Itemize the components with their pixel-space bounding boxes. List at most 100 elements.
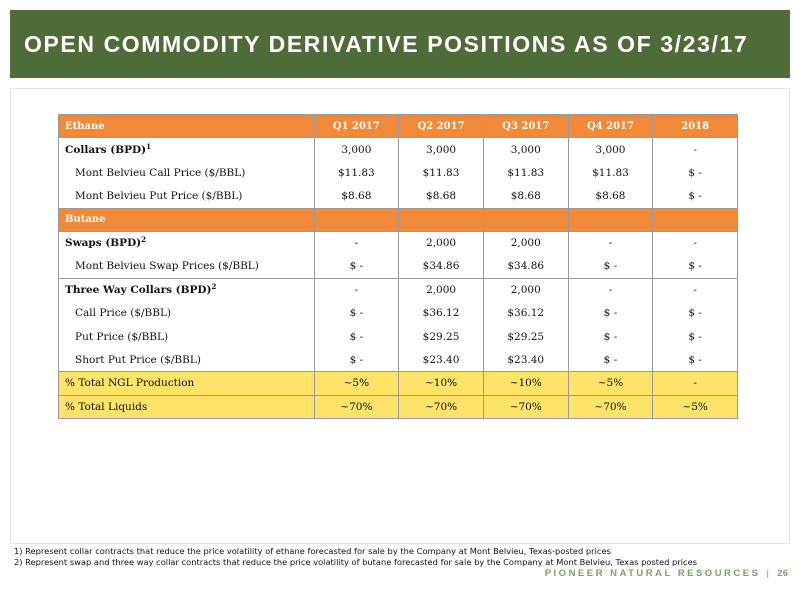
title-bar: OPEN COMMODITY DERIVATIVE POSITIONS AS O…: [10, 10, 790, 78]
table-cell: -: [567, 230, 654, 255]
table-cell: -: [567, 277, 654, 302]
page-number: 26: [777, 568, 788, 579]
table-cell: $8.68: [398, 184, 484, 209]
table-row: Swaps (BPD)2 - 2,000 2,000 - -: [58, 230, 738, 255]
table-cell: [398, 207, 484, 232]
footer: PIONEER NATURAL RESOURCES | 26: [545, 568, 788, 579]
table-cell: $ -: [567, 254, 654, 279]
table-cell: $ -: [313, 348, 400, 373]
table-cell: [482, 207, 569, 232]
table-cell: -: [313, 230, 400, 255]
table-cell: ~10%: [482, 371, 569, 396]
table-cell: $ -: [652, 184, 738, 209]
table-row: Three Way Collars (BPD)2 - 2,000 2,000 -…: [58, 277, 738, 302]
table-cell: $34.86: [482, 254, 569, 279]
table-cell: $23.40: [398, 348, 484, 373]
table-cell: $ -: [567, 325, 654, 349]
footnote-2: 2) Represent swap and three way collar c…: [14, 557, 698, 567]
table-cell: [652, 207, 738, 232]
table-cell: $29.25: [482, 325, 569, 349]
row-label: Mont Belvieu Call Price ($/BBL): [58, 161, 315, 185]
table-cell: 2,000: [482, 277, 569, 302]
header-cell: Q3 2017: [482, 113, 569, 139]
header-cell: 2018: [652, 113, 738, 139]
content-frame: [10, 88, 790, 544]
table-cell: $ -: [567, 348, 654, 373]
table-row: % Total NGL Production ~5% ~10% ~10% ~5%…: [58, 371, 738, 396]
header-cell: Q1 2017: [313, 113, 400, 139]
row-label: Put Price ($/BBL): [58, 325, 315, 349]
table-cell: [567, 207, 654, 232]
table-cell: 3,000: [482, 137, 569, 162]
section-label: Butane: [58, 207, 315, 232]
footer-separator: |: [766, 568, 772, 579]
table-cell: 2,000: [482, 230, 569, 255]
row-label: Mont Belvieu Put Price ($/BBL): [58, 184, 315, 209]
page-title: OPEN COMMODITY DERIVATIVE POSITIONS AS O…: [24, 30, 749, 57]
derivative-positions-table: Ethane Q1 2017 Q2 2017 Q3 2017 Q4 2017 2…: [58, 113, 738, 420]
row-label: Three Way Collars (BPD)2: [58, 277, 315, 302]
table-cell: [313, 207, 400, 232]
table-cell: 3,000: [398, 137, 484, 162]
table-row: Call Price ($/BBL) $ - $36.12 $36.12 $ -…: [58, 301, 738, 326]
table-cell: -: [652, 137, 738, 162]
row-label: Short Put Price ($/BBL): [58, 348, 315, 373]
row-label: % Total Liquids: [58, 394, 315, 420]
table-cell: $34.86: [398, 254, 484, 279]
footnote-1: 1) Represent collar contracts that reduc…: [14, 546, 611, 556]
row-label: Mont Belvieu Swap Prices ($/BBL): [58, 254, 315, 279]
company-name: PIONEER NATURAL RESOURCES: [544, 568, 761, 579]
table-cell: -: [313, 277, 400, 302]
table-cell: $11.83: [313, 161, 400, 185]
table-header-row: Ethane Q1 2017 Q2 2017 Q3 2017 Q4 2017 2…: [58, 113, 738, 139]
table-cell: 2,000: [398, 277, 484, 302]
table-cell: 3,000: [313, 137, 400, 162]
table-cell: -: [652, 230, 738, 255]
butane-section-row: Butane: [58, 207, 738, 232]
table-cell: $ -: [313, 254, 400, 279]
header-cell: Q2 2017: [398, 113, 484, 139]
table-cell: ~5%: [313, 371, 400, 396]
row-label: Call Price ($/BBL): [58, 301, 315, 326]
table-row: % Total Liquids ~70% ~70% ~70% ~70% ~5%: [58, 394, 738, 420]
table-cell: $11.83: [567, 161, 654, 185]
table-row: Mont Belvieu Swap Prices ($/BBL) $ - $34…: [58, 254, 738, 279]
table-cell: 3,000: [567, 137, 654, 162]
table-cell: 2,000: [398, 230, 484, 255]
header-cell: Q4 2017: [567, 113, 654, 139]
table-cell: $11.83: [482, 161, 569, 185]
table-cell: -: [652, 277, 738, 302]
table-row: Collars (BPD)1 3,000 3,000 3,000 3,000 -: [58, 137, 738, 162]
table-cell: $ -: [652, 301, 738, 326]
table-cell: $ -: [652, 254, 738, 279]
row-label: Swaps (BPD)2: [58, 230, 315, 255]
table-cell: $ -: [652, 161, 738, 185]
table-cell: ~70%: [567, 394, 654, 420]
table-cell: $8.68: [482, 184, 569, 209]
table-cell: ~5%: [567, 371, 654, 396]
table-cell: $ -: [652, 325, 738, 349]
footnotes: 1) Represent collar contracts that reduc…: [14, 546, 697, 568]
table-cell: $ -: [652, 348, 738, 373]
table-cell: $ -: [313, 301, 400, 326]
table-row: Mont Belvieu Call Price ($/BBL) $11.83 $…: [58, 161, 738, 185]
table-cell: $8.68: [567, 184, 654, 209]
table-cell: ~10%: [398, 371, 484, 396]
table-row: Mont Belvieu Put Price ($/BBL) $8.68 $8.…: [58, 184, 738, 209]
table-cell: $23.40: [482, 348, 569, 373]
table-cell: $36.12: [398, 301, 484, 326]
row-label: Collars (BPD)1: [58, 137, 315, 162]
table-cell: $36.12: [482, 301, 569, 326]
table-cell: $ -: [567, 301, 654, 326]
table-cell: ~5%: [652, 394, 738, 420]
table-cell: -: [652, 371, 738, 396]
table-cell: ~70%: [482, 394, 569, 420]
table-cell: $29.25: [398, 325, 484, 349]
table-row: Put Price ($/BBL) $ - $29.25 $29.25 $ - …: [58, 325, 738, 349]
table-cell: ~70%: [313, 394, 400, 420]
table-cell: $11.83: [398, 161, 484, 185]
table-cell: ~70%: [398, 394, 484, 420]
table-cell: $8.68: [313, 184, 400, 209]
row-label: % Total NGL Production: [58, 371, 315, 396]
header-cell: Ethane: [58, 113, 315, 139]
